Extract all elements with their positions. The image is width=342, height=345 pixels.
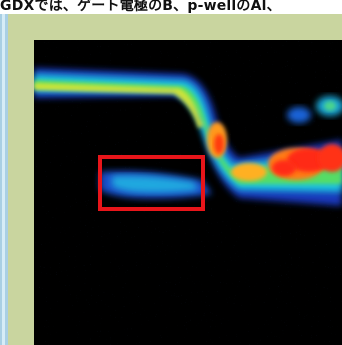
- left-accent-rail-highlight: [2, 14, 5, 345]
- element-map-image: [34, 40, 342, 345]
- slide-title: GDXでは、ゲート電極のB、p-wellのAl、: [0, 0, 281, 14]
- slide-title-bar: GDXでは、ゲート電極のB、p-wellのAl、: [0, 0, 342, 14]
- highlight-rectangle: [98, 155, 205, 211]
- element-map-graphic: [34, 40, 342, 345]
